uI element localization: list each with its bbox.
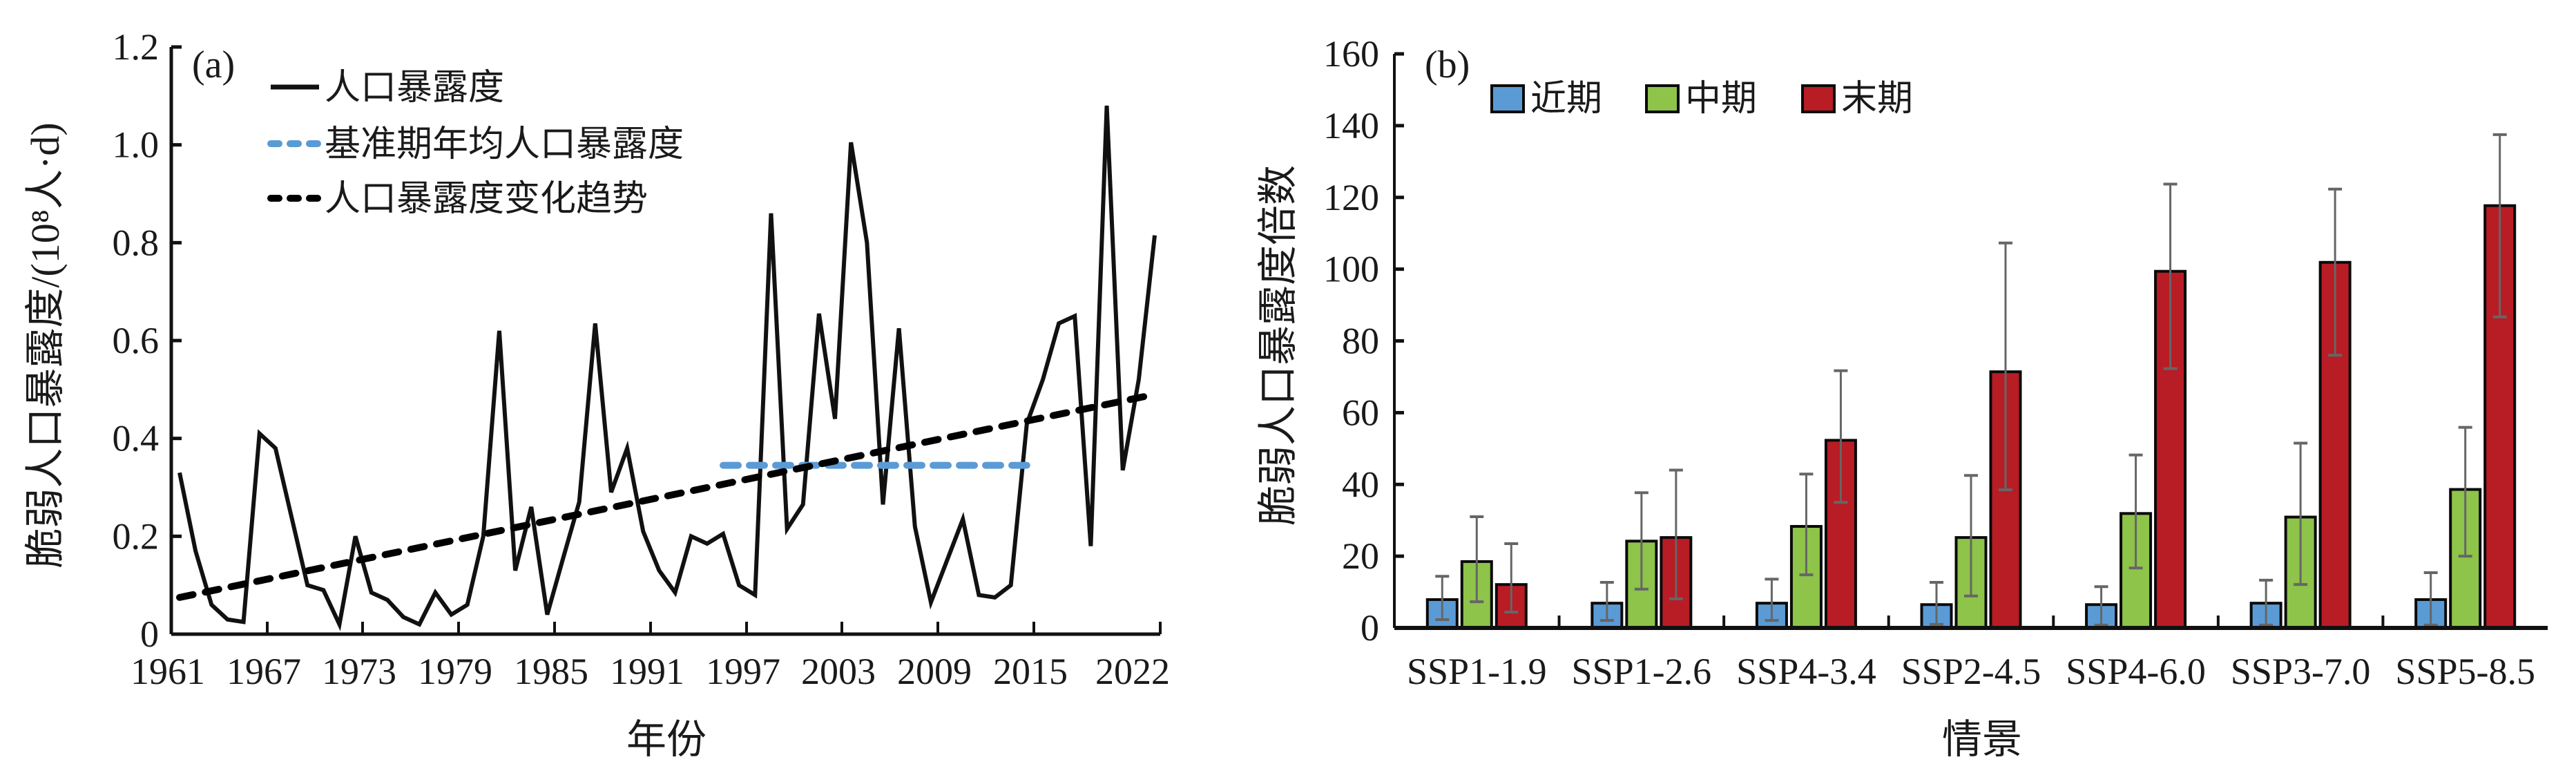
panel-a-legend-label: 人口暴露度 <box>325 68 504 108</box>
panel-b-x-axis-title: 情景 <box>1942 717 2022 762</box>
panel-b-legend-swatch-2 <box>1801 84 1836 113</box>
panel-b-x-tick-label: SSP1-2.6 <box>1572 651 1712 692</box>
panel-a-y-tick-label: 0.6 <box>113 320 160 361</box>
panel-a-y-tick-label: 0.8 <box>113 222 160 263</box>
panel-a-axes: 0 0.2 0.4 0.6 0.8 1.0 1.2 1961 1967 1973 1979 1985 1… <box>113 26 1171 692</box>
panel-a-series-2-line <box>176 390 1158 601</box>
panel-b-y-tick-label: 40 <box>1342 464 1379 505</box>
panel-b-legend-swatch-1 <box>1645 84 1680 113</box>
panel-b-bar-chart: (b) 近期 中期 末期 0 20 40 60 80 100 120 140 160 SSP1-1.9… <box>1256 33 2548 762</box>
panel-a-x-tick-label: 1973 <box>322 651 396 692</box>
panel-a-x-tick-label: 1979 <box>418 651 492 692</box>
panel-a-y-axis-title: 脆弱人口暴露度/(10⁸人·d) <box>23 122 68 568</box>
panel-b-y-tick-label: 100 <box>1323 249 1379 290</box>
panel-b-label: (b) <box>1425 44 1470 86</box>
panel-b-y-tick-label: 20 <box>1342 535 1379 577</box>
panel-a-x-tick-label: 1967 <box>227 651 301 692</box>
panel-b-y-tick-label: 80 <box>1342 321 1379 362</box>
panel-b-legend-label: 中期 <box>1685 79 1757 119</box>
panel-a-x-axis-title: 年份 <box>626 717 707 762</box>
panel-a-x-tick-label: 1985 <box>514 651 588 692</box>
panel-a-x-tick-label: 2022 <box>1095 651 1170 692</box>
panel-b-y-tick-label: 60 <box>1342 392 1379 433</box>
panel-b-y-axis-title: 脆弱人口暴露度倍数 <box>1256 165 1300 526</box>
panel-b-x-tick-label: SSP3-7.0 <box>2231 651 2371 692</box>
panel-b-y-tick-label: 0 <box>1361 607 1379 649</box>
panel-a-y-tick-label: 0.2 <box>113 515 160 557</box>
panel-a-x-tick-label: 2003 <box>801 651 876 692</box>
panel-b-x-tick-label: SSP4-6.0 <box>2066 651 2206 692</box>
panel-a-plot-area <box>176 105 1158 631</box>
panel-b-y-tick-label: 140 <box>1323 105 1379 146</box>
panel-b-y-tick-label: 160 <box>1323 33 1379 75</box>
panel-a-x-tick-label: 2015 <box>993 651 1068 692</box>
panel-a-y-tick-label: 0 <box>140 613 159 655</box>
panel-b-y-tick-label: 120 <box>1323 177 1379 218</box>
panel-a-x-tick-label: 1997 <box>706 651 780 692</box>
panel-b-x-tick-label: SSP5-8.5 <box>2395 651 2535 692</box>
panel-b-legend: 近期 中期 末期 <box>1490 79 1913 119</box>
panel-b-x-tick-label: SSP4-3.4 <box>1736 651 1876 692</box>
panel-a-legend-label: 基准期年均人口暴露度 <box>325 125 684 164</box>
panel-a-series-0-line <box>177 105 1157 631</box>
panel-b-legend-swatch-0 <box>1490 84 1525 113</box>
panel-a-y-tick-label: 0.4 <box>113 418 160 459</box>
panel-a-y-tick-label: 1.2 <box>113 26 160 68</box>
panel-b-axes: 0 20 40 60 80 100 120 140 160 SSP1-1.9 SSP1-2.6 SSP… <box>1323 33 2548 692</box>
panel-b-plot-area <box>1425 133 2517 630</box>
panel-b-x-tick-label: SSP1-1.9 <box>1407 651 1547 692</box>
panel-a-x-tick-label: 1991 <box>610 651 684 692</box>
panel-a-x-tick-label: 1961 <box>131 651 205 692</box>
panel-a-y-tick-label: 1.0 <box>113 124 160 166</box>
panel-a-legend-label: 人口暴露度变化趋势 <box>325 180 648 219</box>
panel-b-legend-label: 末期 <box>1841 79 1913 119</box>
panel-b-legend-label: 近期 <box>1530 79 1602 119</box>
panel-b-x-tick-label: SSP2-4.5 <box>1901 651 2041 692</box>
panel-a-x-tick-label: 2009 <box>897 651 972 692</box>
panel-a-label: (a) <box>192 44 235 86</box>
